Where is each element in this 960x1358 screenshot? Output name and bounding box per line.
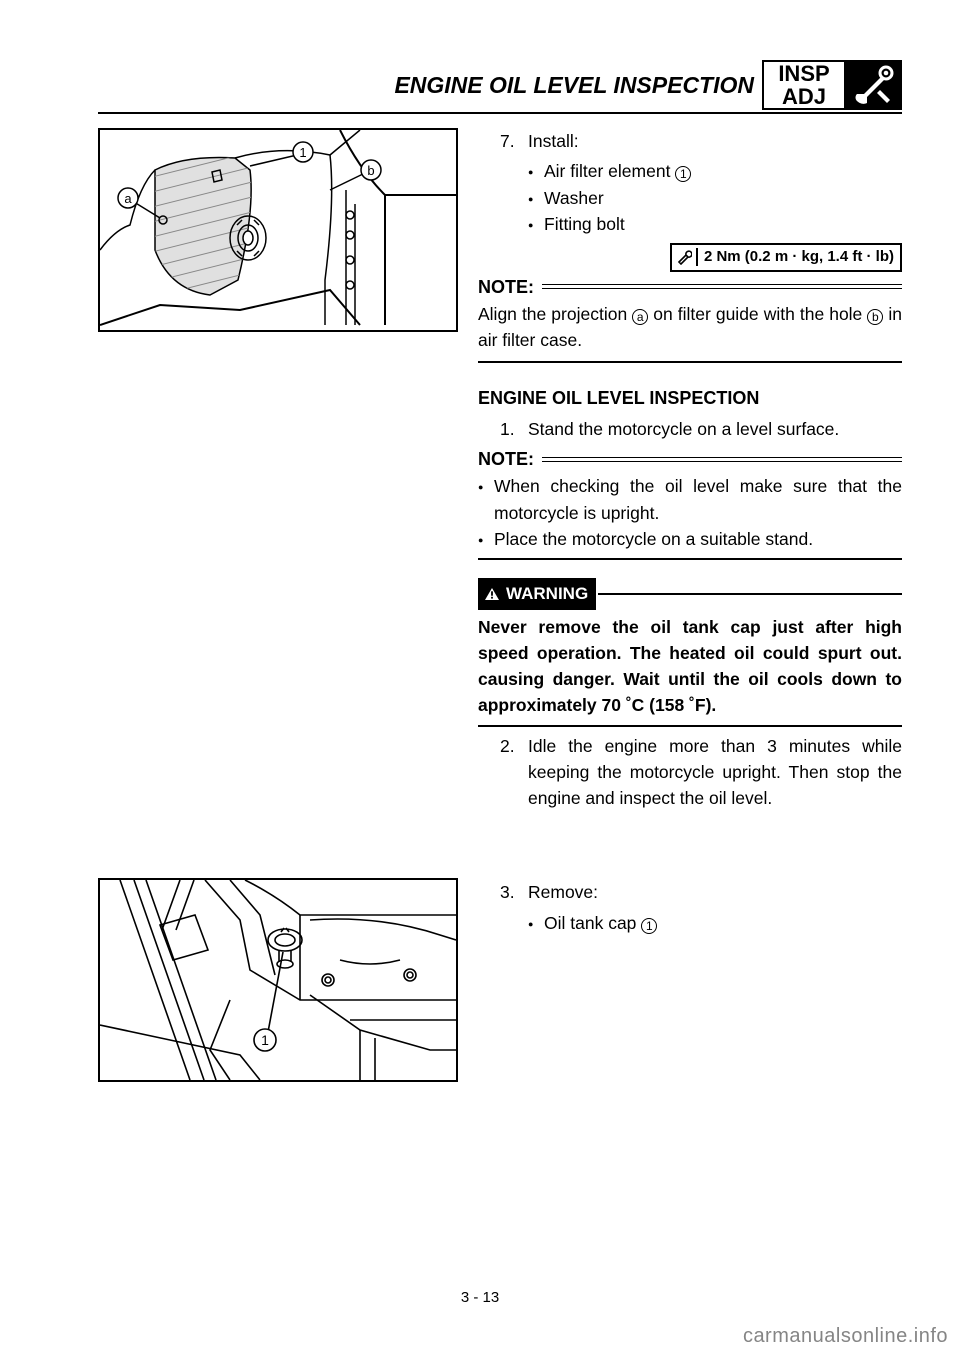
header-rule [98,112,902,114]
note-rule [542,457,902,463]
bullet-icon [478,473,494,499]
svg-text:a: a [124,191,132,206]
figure-oil-tank-cap: 1 [98,878,458,1082]
note-2-header: NOTE: [478,446,902,473]
warning-header: WARNING [478,578,902,610]
adj-label: ADJ [764,85,844,108]
step-2-num: 2. [500,733,528,812]
note-label: NOTE: [478,274,534,301]
bullet-icon [528,158,544,184]
list-item: When checking the oil level make sure th… [478,473,902,526]
bullet-text: Oil tank cap [544,913,641,933]
note-1-header: NOTE: [478,274,902,301]
circled-a: a [632,309,648,325]
list-item: Air filter element 1 [528,158,902,184]
torque-spec-box: 2 Nm (0.2 m · kg, 1.4 ft · lb) [670,243,902,272]
list-item: Oil tank cap 1 [528,910,902,936]
watermark: carmanualsonline.info [743,1325,948,1348]
circled-1: 1 [675,166,691,182]
separator-rule [478,361,902,363]
torque-spec-row: 2 Nm (0.2 m · kg, 1.4 ft · lb) [478,243,902,272]
warning-rule [598,593,902,595]
header-title: ENGINE OIL LEVEL INSPECTION [394,60,762,110]
note-label: NOTE: [478,446,534,473]
wrench-icon-box [846,60,902,110]
section-heading: ENGINE OIL LEVEL INSPECTION [478,385,902,412]
wrench-icon [851,63,895,107]
warning-triangle-icon [484,587,500,601]
note-rule [542,284,902,290]
bullet-icon [528,211,544,237]
torque-icon [672,248,698,266]
bullet-text: When checking the oil level make sure th… [494,473,902,526]
step-2-text: Idle the engine more than 3 minutes whil… [528,733,902,812]
step-3-bullets: Oil tank cap 1 [528,910,902,936]
step-7-label: Install: [528,128,902,154]
page-number: 3 - 13 [0,1289,960,1306]
torque-text: 2 Nm (0.2 m · kg, 1.4 ft · lb) [698,245,900,270]
step-1-num: 1. [500,416,528,442]
bullet-icon [528,910,544,936]
bullet-icon [528,185,544,211]
circled-b: b [867,309,883,325]
figure-air-filter: 1 b a [98,128,458,332]
insp-adj-box: INSP ADJ [762,60,846,110]
warning-label: WARNING [506,581,588,607]
step-3-num: 3. [500,879,528,905]
page-header: ENGINE OIL LEVEL INSPECTION INSP ADJ [394,60,902,110]
list-item: Fitting bolt [528,211,902,237]
step-2: 2. Idle the engine more than 3 minutes w… [500,733,902,812]
step-3: 3. Remove: [500,879,902,905]
warning-text: Never remove the oil tank cap just after… [478,614,902,719]
separator-rule [478,558,902,560]
list-item: Place the motorcycle on a suitable stand… [478,526,902,552]
svg-text:b: b [367,163,374,178]
bullet-icon [478,526,494,552]
svg-text:1: 1 [261,1032,269,1048]
step-3-label: Remove: [528,879,902,905]
bullet-text: Fitting bolt [544,211,625,237]
bullet-text: Place the motorcycle on a suitable stand… [494,526,902,552]
content-column: 7. Install: Air filter element 1 Washer … [478,128,902,936]
insp-label: INSP [764,62,844,85]
separator-rule [478,725,902,727]
list-item: Washer [528,185,902,211]
step-1: 1. Stand the motorcycle on a level surfa… [500,416,902,442]
warning-box: WARNING [478,578,596,610]
step-7: 7. Install: [500,128,902,154]
circled-1: 1 [641,918,657,934]
bullet-text: Washer [544,185,604,211]
svg-text:1: 1 [299,145,306,160]
step-7-bullets: Air filter element 1 Washer Fitting bolt [528,158,902,237]
note-1-text: Align the projection a on filter guide w… [478,301,902,354]
step-1-text: Stand the motorcycle on a level surface. [528,416,902,442]
note-2-bullets: When checking the oil level make sure th… [478,473,902,552]
bullet-text: Air filter element [544,161,675,181]
step-7-num: 7. [500,128,528,154]
